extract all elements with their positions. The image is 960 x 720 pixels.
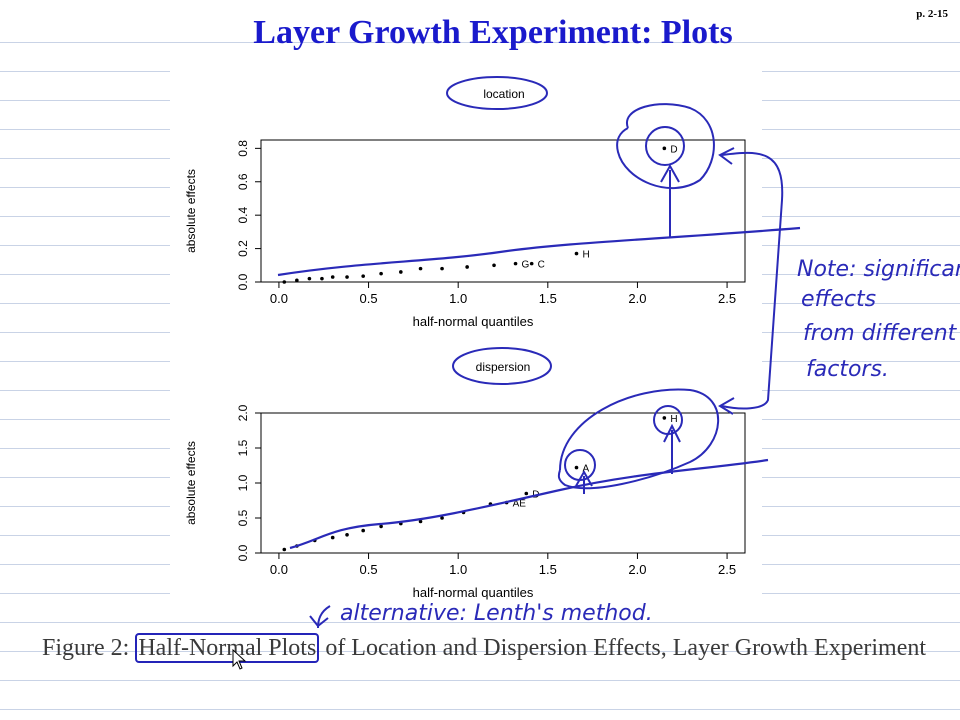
plot1-point-label: H [582, 250, 589, 261]
dispersion-fit-line [289, 458, 769, 550]
plot1-data-point [379, 271, 383, 276]
plot1-x-tick-label: 1.5 [539, 291, 557, 306]
plot1-x-tick-label: 2.0 [628, 291, 646, 306]
mouse-cursor-icon [232, 648, 247, 670]
a-circle [564, 449, 596, 481]
plot2-data-point [440, 516, 444, 520]
slide-title: Layer Growth Experiment: Plots [253, 14, 733, 51]
note-line-1: Note: significant [797, 257, 960, 282]
plot1-data-point [399, 270, 403, 274]
plot2-point-label: A [582, 464, 589, 475]
page-number: p. 2-15 [916, 8, 948, 20]
plot1-data-point [465, 265, 469, 269]
plot2-x-tick-label: 2.0 [628, 562, 646, 577]
ah-outer-loop [557, 388, 720, 490]
plot1-x-tick-label: 0.0 [270, 291, 288, 306]
h-circle [653, 405, 683, 435]
plot1-data-point [295, 278, 299, 283]
dispersion-ellipse [452, 347, 552, 385]
plot2-x-tick-label: 0.5 [360, 562, 378, 577]
plot1-data-point [307, 276, 312, 281]
plot2-data-point [379, 524, 383, 529]
dispersion-label: dispersion [476, 360, 531, 374]
location-ellipse [446, 76, 548, 110]
d-outer-circle [616, 103, 715, 190]
plot2-x-tick-label: 1.5 [539, 562, 557, 577]
plot1-y-tick-label: 0.8 [236, 140, 250, 157]
plot1-data-point [529, 261, 534, 266]
plot1-point-label: G [522, 260, 530, 271]
plot1-y-tick-label: 0.0 [236, 273, 250, 290]
plot2-y-tick-label: 1.0 [236, 474, 250, 491]
plot2-y-tick-label: 1.5 [236, 439, 250, 456]
location-arrowhead [660, 163, 680, 183]
caption-rest: of Location and Dispersion Effects, Laye… [319, 635, 927, 661]
plot1-data-point [440, 266, 444, 271]
h-arrowhead [663, 423, 681, 443]
plot1-data-point [492, 263, 496, 268]
plot1-point-label: C [538, 260, 545, 271]
location-label: location [483, 87, 524, 101]
figure-caption: Figure 2: Half-Normal Plots of Location … [42, 628, 952, 668]
plot2-data-point [574, 465, 579, 470]
plot1-data-point [662, 146, 667, 151]
plot1-x-tick-label: 1.0 [449, 291, 467, 306]
plot1-frame [260, 139, 746, 283]
bracket-arrow-top [718, 147, 735, 165]
plot1-data-point [513, 261, 518, 266]
plot2-x-tick-label: 0.0 [270, 562, 288, 577]
plot2-data-point [418, 519, 423, 524]
plot1-x-tick-label: 0.5 [360, 291, 378, 306]
note-text: Note: significant effects from different… [797, 257, 960, 382]
figure-area: 0.0 0.5 1.0 1.5 2.0 2.5 0.0 0.2 0.4 0.6 0.8 half-no… [170, 70, 762, 610]
plot2-y-tick-label: 0.5 [236, 509, 250, 526]
plot2-x-axis-label: half-normal quantiles [413, 585, 534, 600]
plot2-x-tick-label: 1.0 [449, 562, 467, 577]
plot2-point-label: H [670, 414, 677, 425]
plot1-y-tick-label: 0.2 [236, 240, 250, 257]
plot2-data-point [345, 533, 349, 537]
plot1-data-point [418, 266, 423, 271]
caption-highlight: Half-Normal Plots [135, 633, 320, 663]
plot1-x-axis-label: half-normal quantiles [413, 314, 534, 329]
plot1-point-label: D [670, 144, 677, 155]
plot1-data-point [320, 276, 324, 281]
note-line-2: effects [801, 287, 876, 312]
plot1-data-point [345, 275, 349, 279]
alternative-note: alternative: Lenth's method. [340, 601, 653, 626]
plot1-data-point [330, 275, 335, 279]
plot1-y-axis-label: absolute effects [184, 169, 198, 253]
plot1-y-tick-label: 0.4 [236, 207, 250, 224]
half-normal-plots: 0.0 0.5 1.0 1.5 2.0 2.5 0.0 0.2 0.4 0.6 0.8 half-no… [184, 139, 746, 600]
note-line-3: from different [803, 321, 958, 346]
plot2-y-axis-label: absolute effects [184, 441, 198, 525]
bracket-arrow-bottom [718, 397, 735, 415]
d-inner-circle [645, 126, 685, 166]
plot1-y-tick-label: 0.6 [236, 173, 250, 190]
a-arrowhead [575, 469, 593, 487]
plot2-data-point [282, 547, 287, 552]
plot2-y-tick-label: 0.0 [236, 544, 250, 561]
plot2-x-tick-label: 2.5 [718, 562, 736, 577]
plot1-data-point [282, 280, 287, 284]
plot2-y-tick-label: 2.0 [236, 404, 250, 421]
plot2-data-point [524, 491, 529, 496]
plot1-data-point [574, 251, 579, 256]
plot2-point-label: AE [513, 499, 527, 510]
note-line-4: factors. [806, 357, 889, 382]
plot1-x-tick-label: 2.5 [718, 291, 736, 306]
plot2-data-point [330, 535, 335, 540]
note-bracket [721, 151, 784, 410]
plot2-data-point [662, 416, 667, 420]
alternative-arrow [309, 605, 331, 629]
plot1-data-point [361, 274, 365, 278]
location-fit-line [277, 226, 801, 277]
plot2-data-point [361, 528, 365, 533]
caption-prefix: Figure 2: [42, 635, 136, 661]
